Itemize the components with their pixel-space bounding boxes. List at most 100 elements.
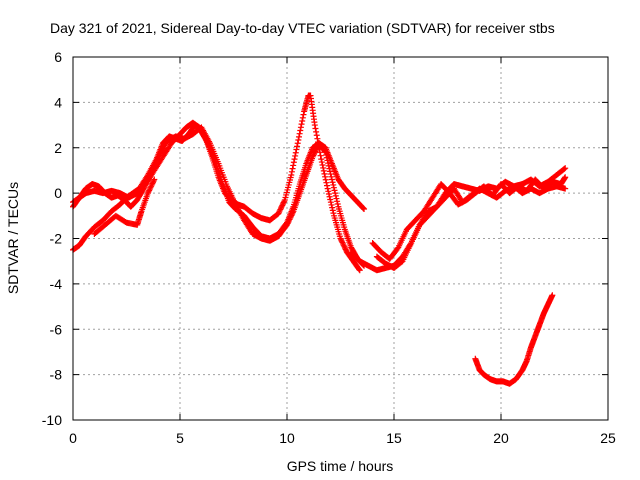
data-point	[286, 216, 293, 223]
series-track-7	[373, 183, 569, 271]
data-point	[292, 152, 299, 159]
data-point	[290, 159, 297, 166]
data-point	[327, 199, 334, 206]
data-point	[149, 180, 156, 187]
data-point	[329, 207, 336, 214]
data-point	[292, 149, 299, 156]
data-point	[277, 206, 284, 213]
data-point	[338, 238, 345, 245]
data-point	[312, 125, 319, 132]
data-point	[333, 195, 340, 202]
data-point	[339, 239, 346, 246]
data-point	[340, 240, 347, 247]
data-point	[313, 145, 320, 152]
data-point	[326, 193, 333, 200]
data-point	[295, 137, 302, 144]
data-point	[326, 165, 333, 172]
data-point	[360, 205, 367, 212]
data-point	[291, 156, 298, 163]
data-point	[322, 173, 329, 180]
data-point	[328, 176, 335, 183]
y-tick-label: 0	[54, 185, 62, 201]
data-point	[562, 174, 569, 181]
data-point	[275, 210, 282, 217]
data-point	[299, 114, 306, 121]
y-tick-label: -8	[50, 367, 63, 383]
data-point	[340, 242, 347, 249]
x-tick-label: 5	[176, 430, 184, 446]
data-point	[143, 180, 150, 187]
data-point	[297, 127, 304, 134]
data-points	[70, 92, 569, 387]
y-tick-label: 4	[54, 94, 62, 110]
data-point	[341, 243, 348, 250]
data-point	[337, 235, 344, 242]
data-point	[316, 149, 323, 156]
data-point	[322, 176, 329, 183]
data-point	[325, 162, 332, 169]
data-point	[145, 174, 152, 181]
data-point	[332, 190, 339, 197]
data-point	[318, 156, 325, 163]
data-point	[327, 171, 334, 178]
data-point	[145, 188, 152, 195]
data-point	[147, 184, 154, 191]
data-point	[150, 177, 157, 184]
data-point	[294, 143, 301, 150]
data-point	[562, 165, 569, 172]
data-point	[321, 148, 328, 155]
data-point	[313, 128, 320, 135]
data-point	[311, 149, 318, 156]
y-tick-label: -10	[42, 412, 62, 428]
data-point	[284, 221, 290, 228]
data-point	[312, 148, 319, 155]
x-tick-label: 25	[600, 430, 616, 446]
data-point	[341, 245, 348, 252]
x-tick-label: 10	[279, 430, 295, 446]
data-point	[321, 170, 328, 177]
series-track-1	[70, 122, 368, 253]
data-point	[320, 167, 327, 174]
data-point	[289, 209, 296, 216]
data-point	[144, 177, 151, 184]
data-point	[322, 149, 329, 156]
y-tick-label: 2	[54, 140, 62, 156]
data-point	[293, 146, 300, 153]
data-point	[549, 292, 556, 299]
y-tick-label: 6	[54, 49, 62, 65]
data-point	[561, 165, 568, 172]
data-point	[141, 182, 148, 189]
data-point	[288, 212, 295, 219]
data-point	[289, 165, 296, 172]
data-point	[287, 213, 294, 220]
x-tick-label: 15	[386, 430, 402, 446]
series-track-4	[91, 176, 158, 237]
data-point	[356, 266, 363, 273]
data-point	[300, 111, 307, 118]
data-point	[143, 178, 150, 185]
data-point	[359, 204, 366, 211]
y-tick-label: -6	[50, 321, 63, 337]
data-point	[330, 210, 337, 217]
data-point	[320, 164, 327, 171]
data-point	[146, 187, 153, 194]
data-point	[328, 201, 335, 208]
data-point	[285, 217, 292, 224]
data-point	[295, 133, 302, 140]
data-point	[296, 130, 303, 137]
data-point	[314, 135, 321, 142]
data-point	[287, 215, 294, 222]
data-point	[334, 201, 341, 208]
series-track-8	[472, 292, 556, 387]
data-point	[146, 186, 153, 193]
data-point	[332, 192, 339, 199]
data-point	[284, 220, 291, 227]
data-point	[279, 201, 286, 208]
data-point	[324, 185, 331, 192]
data-point	[311, 122, 318, 129]
data-point	[330, 181, 337, 188]
y-axis-label: SDTVAR / TECUs	[5, 182, 21, 294]
chart-title: Day 321 of 2021, Sidereal Day-to-day VTE…	[50, 20, 555, 36]
data-point	[310, 151, 317, 158]
series-track-3	[70, 124, 368, 269]
